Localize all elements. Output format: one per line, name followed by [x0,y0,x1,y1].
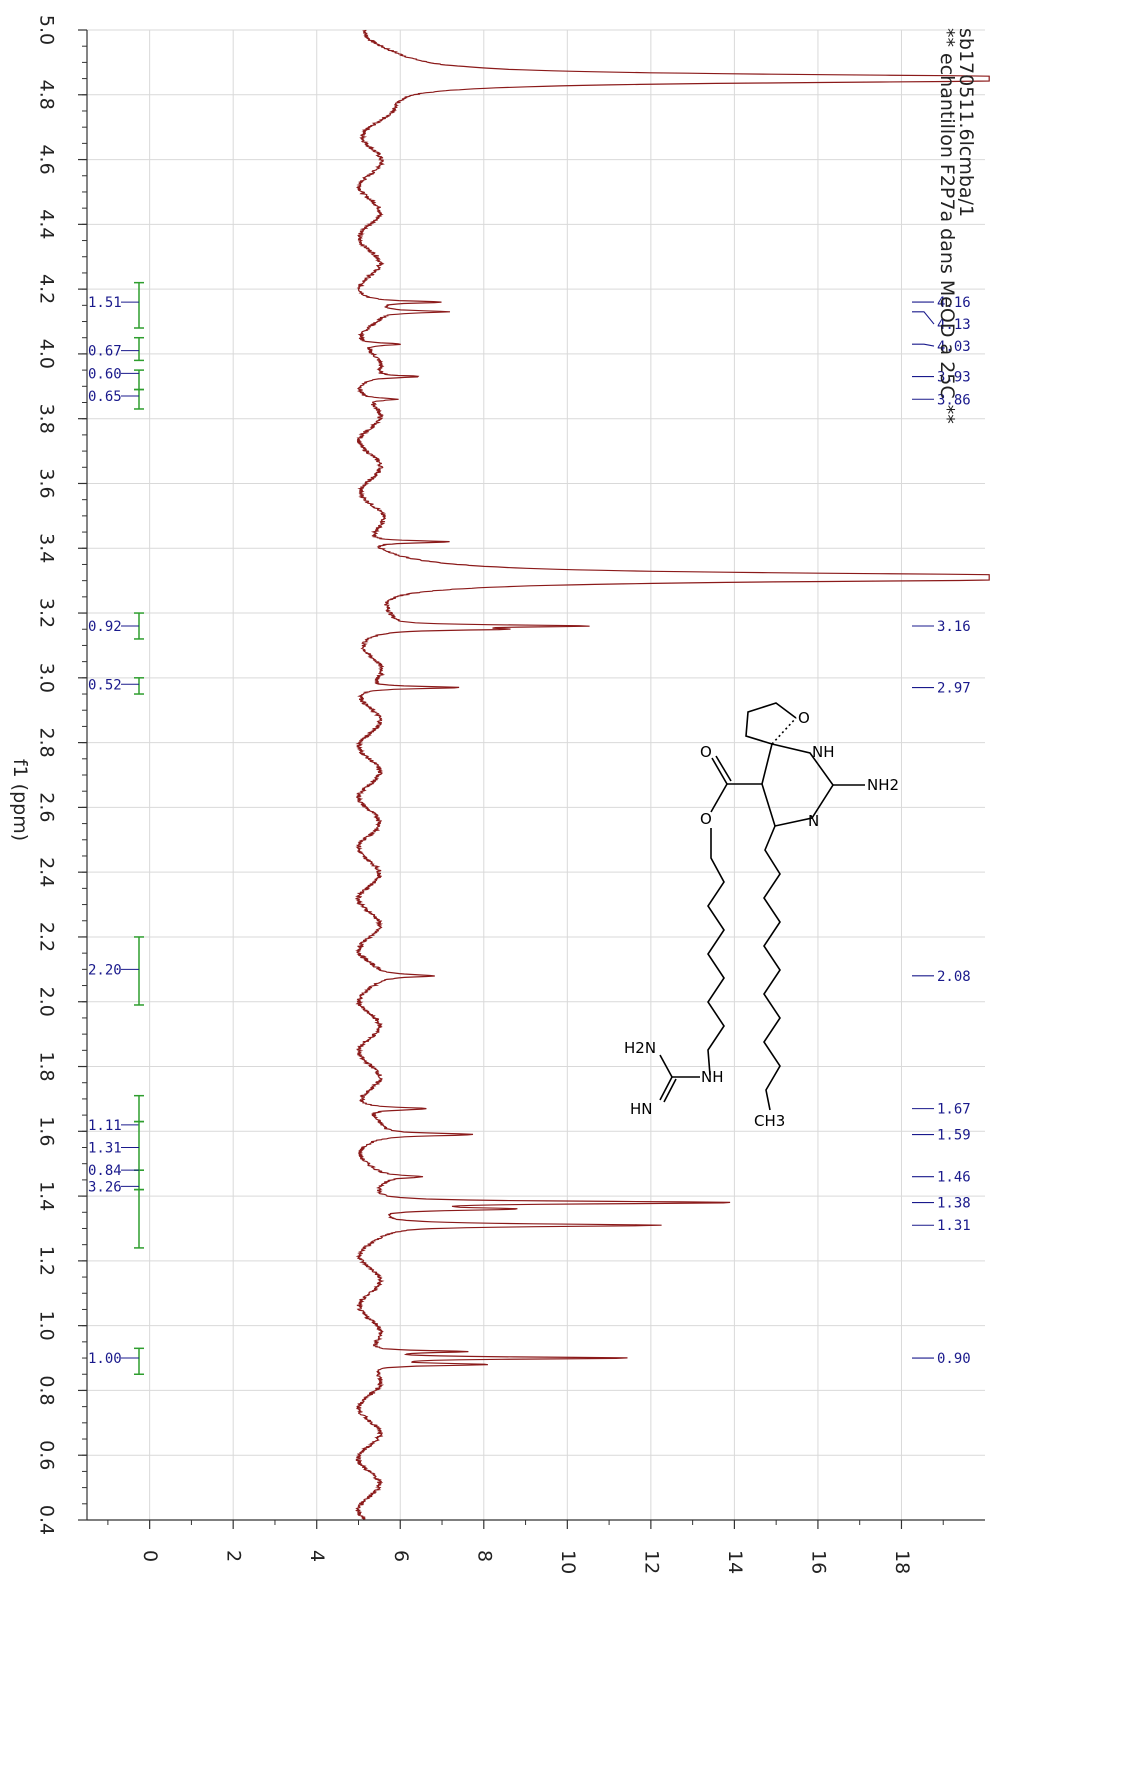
axis-ticks: 5.0 4.8 4.6 4.4 4.2 4.0 3.8 3.6 3.4 3.2 3.0 2.8 2.6 2… [36,15,944,1574]
atom-nh-guanidine: NH [701,1068,724,1086]
atom-h2n-guanidine: H2N [624,1039,656,1057]
ppm-tick-label: 4.8 [36,80,58,110]
atom-nh-ring: NH [812,743,835,761]
ppm-tick-label: 2.6 [36,792,58,822]
ppm-tick-label: 0.4 [36,1505,58,1535]
intensity-tick-label: 10 [557,1550,579,1574]
peak-leader [912,343,935,347]
intensity-tick-label: 8 [473,1550,495,1562]
integral-label: 0.92 [88,619,122,635]
spectrum [354,29,990,1521]
integral-label: 0.84 [88,1163,122,1179]
peak-label: 1.38 [937,1196,971,1212]
grid-lines [87,29,985,1521]
integral-label: 0.65 [88,389,122,405]
ppm-tick-label: 3.4 [36,533,58,563]
peak-label: 4.13 [937,317,971,333]
peak-label: 3.93 [937,370,971,386]
thf-ring [745,702,797,745]
atom-o-ring: O [798,709,810,727]
peak-label: 4.16 [937,295,971,311]
ppm-tick-label: 4.2 [36,274,58,304]
atom-ch3: CH3 [754,1112,785,1130]
peak-label: 1.59 [937,1128,971,1144]
integral-label: 1.31 [88,1141,122,1157]
ppm-tick-label: 1.8 [36,1051,58,1081]
structure-atoms: O O O NH NH2 N H2N NH HN CH3 [624,709,899,1130]
intensity-tick-label: 18 [891,1550,913,1574]
peak-labels: 4.16 4.13 4.03 3.93 3.86 3.16 2.97 2.08 1.67 1.59… [912,295,971,1367]
integral-label: 0.52 [88,677,122,693]
ppm-tick-label: 1.0 [36,1311,58,1341]
ppm-tick-label: 2.2 [36,922,58,952]
ppm-tick-label: 2.0 [36,987,58,1017]
peak-label: 1.67 [937,1102,971,1118]
integral-label: 2.20 [88,962,122,978]
chemical-structure [659,702,865,1111]
intensity-tick-label: 6 [390,1550,412,1562]
x-axis-title: f1 (ppm) [9,759,31,841]
ppm-tick-label: 3.8 [36,404,58,434]
ester-chain [707,828,725,1076]
intensity-tick-label: 0 [139,1550,161,1562]
peak-label: 1.46 [937,1170,971,1186]
spectrum-trace [354,29,990,1521]
ppm-tick-label: 1.6 [36,1116,58,1146]
intensity-tick-label: 2 [223,1550,245,1562]
ppm-tick-label: 2.4 [36,857,58,887]
ppm-tick-label: 0.6 [36,1440,58,1470]
integral-label: 0.67 [88,344,122,360]
ppm-tick-label: 2.8 [36,727,58,757]
atom-n-ring: N [808,812,819,830]
ppm-tick-label: 4.4 [36,209,58,239]
integral-label: 3.26 [88,1179,122,1195]
nonyl-chain [763,825,781,1111]
ppm-tick-label: 3.0 [36,663,58,693]
ppm-tick-label: 3.2 [36,598,58,628]
peak-label: 2.97 [937,681,971,697]
peak-label: 3.86 [937,392,971,408]
peak-label: 3.16 [937,619,971,635]
atom-o-carbonyl: O [700,743,712,761]
peak-label: 4.03 [937,339,971,355]
ppm-tick-label: 4.0 [36,339,58,369]
integral-label: 0.60 [88,366,122,382]
intensity-tick-label: 14 [724,1550,746,1574]
peak-leader [912,311,935,325]
intensity-tick-label: 12 [640,1550,662,1574]
integral-label: 1.11 [88,1118,122,1134]
title-line-1: sb170511.6lcmba/1 [955,28,977,217]
ppm-tick-label: 1.4 [36,1181,58,1211]
ppm-tick-label: 4.6 [36,144,58,174]
intensity-tick-label: 4 [306,1550,328,1562]
ppm-tick-label: 1.2 [36,1246,58,1276]
atom-nh2-amidine: NH2 [867,776,899,794]
peak-label: 0.90 [937,1351,971,1367]
ppm-tick-label: 0.8 [36,1375,58,1405]
title-line-2: ** echantillon F2P7a dans MeOD a 25C ** [936,28,958,424]
integral-label: 1.51 [88,295,122,311]
intensity-tick-label: 16 [807,1550,829,1574]
integral-label: 1.00 [88,1351,122,1367]
ppm-tick-label: 3.6 [36,468,58,498]
atom-hn-guanidine: HN [630,1100,653,1118]
atom-o-ester: O [700,810,712,828]
ppm-tick-label: 5.0 [36,15,58,45]
peak-label: 1.31 [937,1218,971,1234]
peak-label: 2.08 [937,969,971,985]
integrals: 1.51 0.67 0.60 0.65 0.92 0.52 2.20 1.11 1.31 0.84… [88,281,144,1375]
